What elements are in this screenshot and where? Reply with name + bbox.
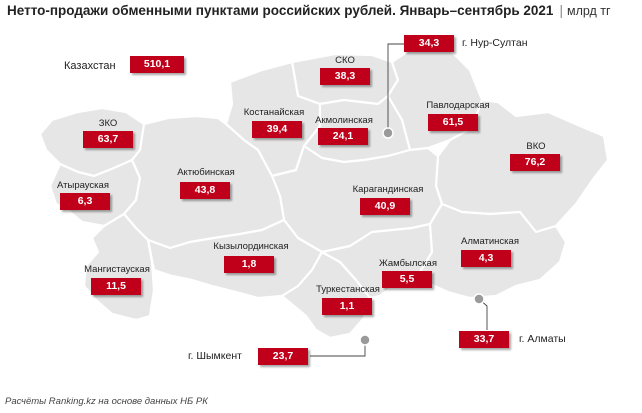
zko-value: 63,7: [83, 131, 133, 148]
shymkent-label: г. Шымкент: [188, 350, 242, 362]
kostanay-value: 39,4: [252, 121, 302, 138]
nursultan-value: 34,3: [404, 35, 454, 52]
karaganda-label: Карагандинская: [352, 184, 424, 195]
leader-shymkent: [310, 340, 366, 357]
leader-nursultan: [387, 43, 404, 133]
akmola-value: 24,1: [318, 128, 368, 145]
vko-value: 76,2: [510, 154, 560, 171]
mangystau-value: 11,5: [91, 278, 141, 295]
shymkent-marker: [359, 334, 371, 346]
almaty-obl-label: Алматинская: [461, 236, 519, 247]
nursultan-marker: [382, 127, 394, 139]
pavlodar-label: Павлодарская: [426, 100, 490, 111]
mangystau-label: Мангистауская: [84, 264, 150, 275]
almaty-label: г. Алматы: [519, 333, 566, 345]
nursultan-label: г. Нур-Султан: [462, 37, 528, 49]
aktobe-label: Актюбинская: [177, 167, 235, 178]
almaty-value: 33,7: [459, 331, 509, 348]
zhambyl-label: Жамбылская: [379, 258, 437, 269]
kostanay-label: Костанайская: [243, 107, 305, 118]
atyrau-value: 6,3: [60, 193, 110, 210]
total-label: Казахстан: [64, 60, 116, 72]
turkestan-label: Туркестанская: [316, 284, 380, 295]
atyrau-label: Атырауская: [57, 180, 109, 191]
source-note: Расчёты Ranking.kz на основе данных НБ Р…: [5, 396, 208, 407]
pavlodar-value: 61,5: [428, 114, 478, 131]
shymkent-value: 23,7: [258, 348, 308, 365]
zhambyl-value: 5,5: [382, 271, 432, 288]
almaty-marker: [473, 293, 485, 305]
total-value: 510,1: [130, 56, 184, 73]
unit-label: млрд тг: [566, 4, 611, 18]
chart-title: Нетто-продажи обменными пунктами российс…: [7, 3, 611, 18]
almaty-obl-value: 4,3: [461, 250, 511, 267]
kyzylorda-label: Кызылординская: [213, 241, 289, 252]
karaganda-value: 40,9: [360, 198, 410, 215]
vko-label: ВКО: [526, 141, 546, 152]
aktobe-value: 43,8: [180, 182, 230, 199]
turkestan-value: 1,1: [322, 298, 372, 315]
title-text: Нетто-продажи обменными пунктами российс…: [7, 3, 554, 18]
title-separator: |: [559, 3, 563, 18]
kyzylorda-value: 1,8: [224, 256, 274, 273]
akmola-label: Акмолинская: [315, 115, 373, 126]
sko-label: СКО: [335, 55, 355, 66]
zko-label: ЗКО: [98, 118, 118, 129]
sko-value: 38,3: [320, 68, 370, 85]
